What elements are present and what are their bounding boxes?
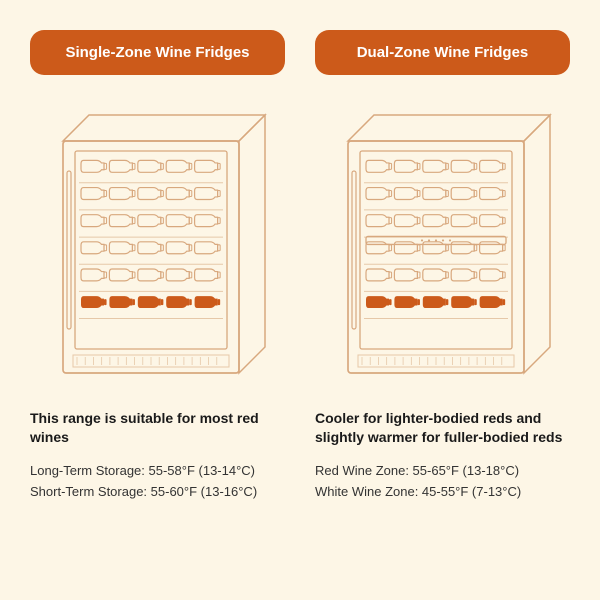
single-zone-headline: This range is suitable for most red wine…: [30, 409, 285, 447]
dual-zone-illustration: [315, 97, 570, 387]
dual-zone-spec-1: Red Wine Zone: 55-65°F (13-18°C): [315, 461, 570, 482]
single-zone-column: Single-Zone Wine Fridges This range is s…: [30, 30, 285, 580]
single-zone-spec-2: Short-Term Storage: 55-60°F (13-16°C): [30, 482, 285, 503]
dual-zone-headline: Cooler for lighter-bodied reds and sligh…: [315, 409, 570, 447]
single-zone-title-pill: Single-Zone Wine Fridges: [30, 30, 285, 75]
dual-zone-column: Dual-Zone Wine Fridges Cooler for lighte…: [315, 30, 570, 580]
single-zone-spec-1: Long-Term Storage: 55-58°F (13-14°C): [30, 461, 285, 482]
dual-zone-title-pill: Dual-Zone Wine Fridges: [315, 30, 570, 75]
single-zone-fridge-svg: [43, 107, 273, 387]
dual-zone-spec-2: White Wine Zone: 45-55°F (7-13°C): [315, 482, 570, 503]
comparison-grid: Single-Zone Wine Fridges This range is s…: [30, 30, 570, 580]
single-zone-illustration: [30, 97, 285, 387]
dual-zone-fridge-svg: [328, 107, 558, 387]
